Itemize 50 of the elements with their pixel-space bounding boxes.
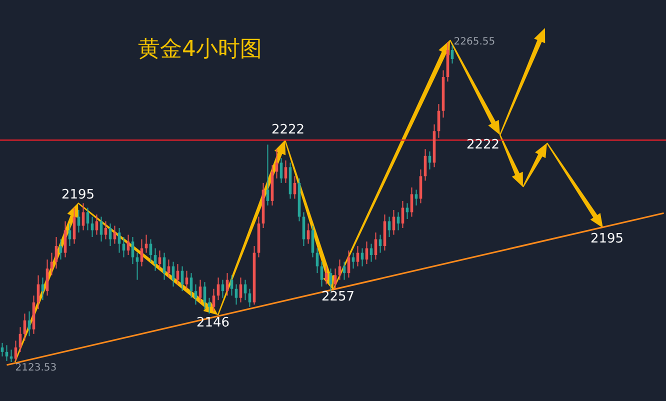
annotation: 2222 xyxy=(271,122,305,138)
candlestick xyxy=(113,225,116,244)
candlestick xyxy=(410,186,414,218)
candlestick xyxy=(72,207,76,244)
candlestick xyxy=(108,222,112,247)
candlestick xyxy=(185,270,188,290)
annotation: 2146 xyxy=(196,315,230,330)
candlestick xyxy=(329,268,332,292)
candlestick xyxy=(100,216,103,242)
candlestick xyxy=(401,200,404,228)
candlestick xyxy=(86,207,90,231)
candlestick xyxy=(414,189,418,206)
candlestick xyxy=(95,214,98,236)
candlestick xyxy=(59,238,62,260)
chart-title: 黄金4小时图 xyxy=(138,36,262,64)
candlestick xyxy=(406,202,409,220)
candlestick xyxy=(64,220,67,258)
candlestick xyxy=(324,266,328,285)
candlestick xyxy=(136,252,139,280)
candlestick xyxy=(198,279,202,303)
candlestick xyxy=(352,252,355,270)
candlestick xyxy=(388,216,391,238)
candlestick xyxy=(302,212,306,247)
candlestick xyxy=(131,236,134,265)
candlestick xyxy=(0,342,4,357)
candlestick xyxy=(266,144,270,206)
annotation: 2195 xyxy=(590,231,624,246)
candlestick xyxy=(46,259,49,296)
candlestick xyxy=(194,284,198,306)
candlestick xyxy=(392,209,396,236)
candlestick xyxy=(5,344,8,362)
candlestick xyxy=(396,212,400,231)
candlestick xyxy=(280,158,283,184)
annotation: 2222 xyxy=(466,137,500,152)
candlestick xyxy=(311,225,314,258)
candlestick xyxy=(90,216,94,238)
candlestick xyxy=(36,274,40,310)
text: 2123.53 xyxy=(15,362,57,374)
annotation: 2195 xyxy=(61,187,95,202)
annotation: 2257 xyxy=(321,289,355,304)
candlestick xyxy=(284,160,288,184)
candlestick xyxy=(144,234,148,254)
candlestick xyxy=(203,282,206,310)
candlestick xyxy=(54,236,58,270)
candlestick xyxy=(212,288,216,312)
candlestick xyxy=(104,220,108,240)
candlestick xyxy=(419,168,422,204)
candlestick xyxy=(118,228,121,254)
text: 2265.55 xyxy=(454,36,496,48)
candlestick xyxy=(208,297,211,314)
